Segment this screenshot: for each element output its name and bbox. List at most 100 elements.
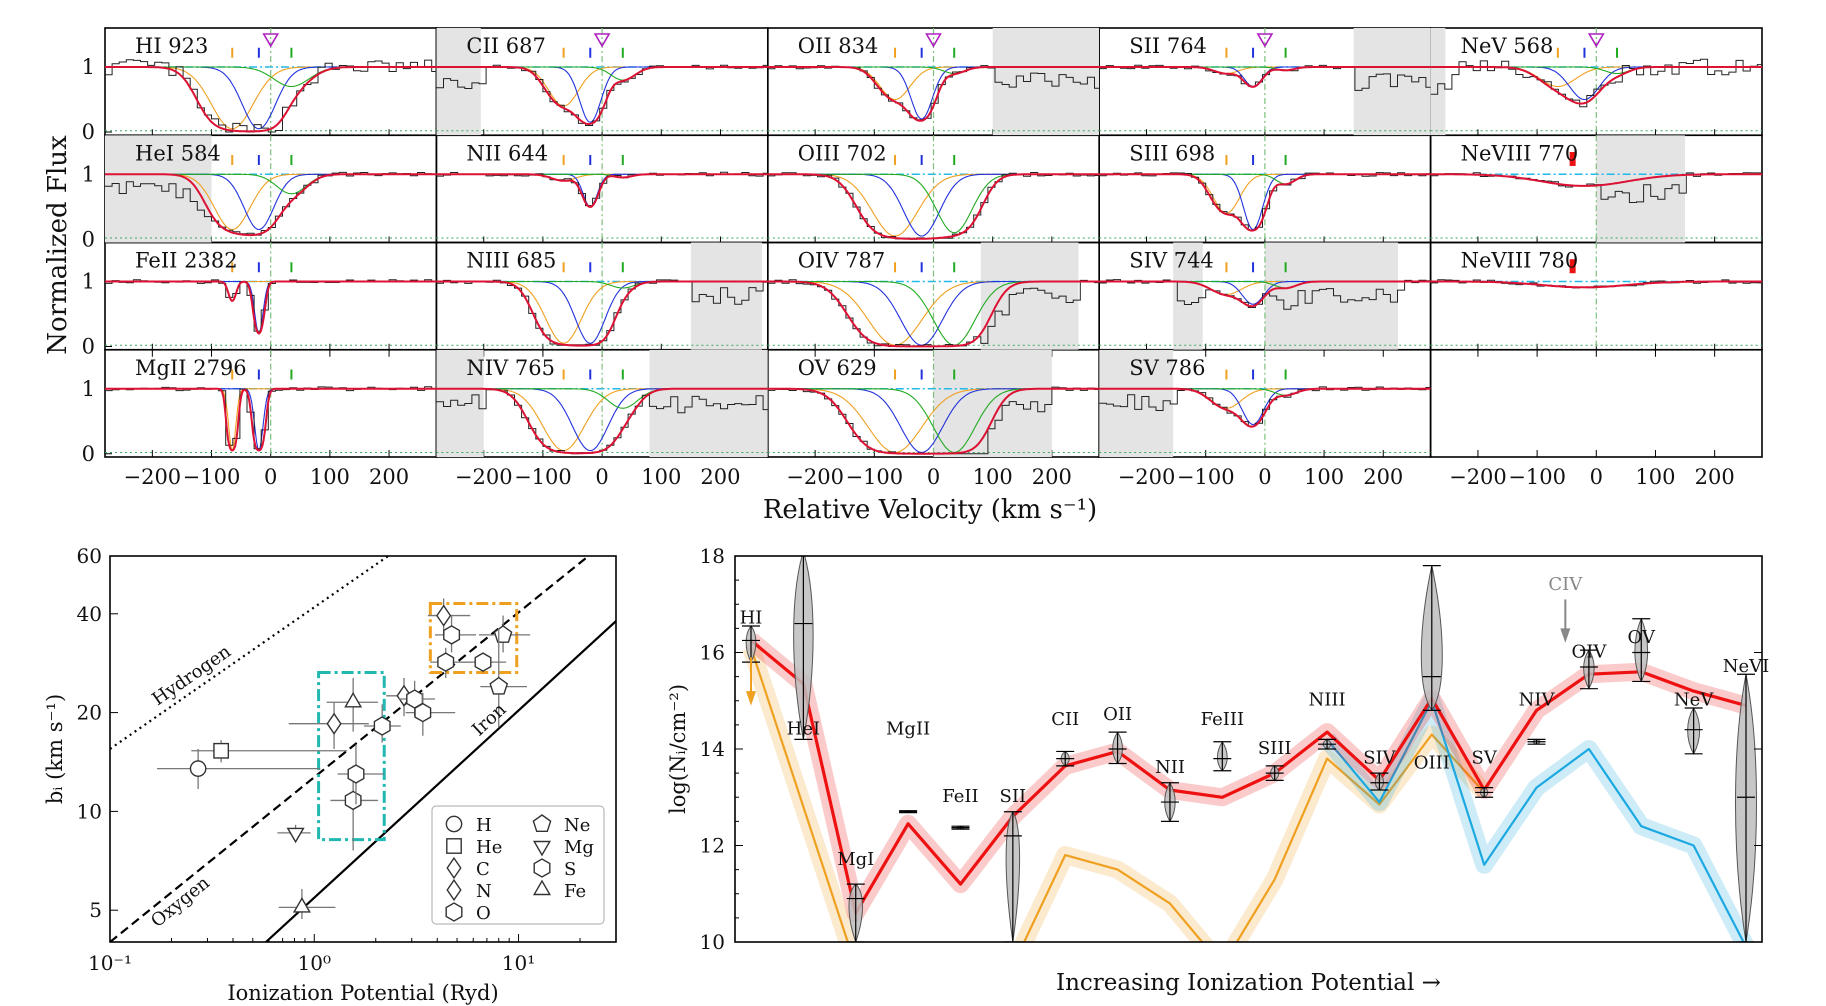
x-tick-label: 10⁰ — [298, 951, 331, 975]
line-panel: NeVIII 770 — [1430, 135, 1762, 243]
flux-histogram — [1099, 172, 1431, 231]
panel-label: OV 629 — [798, 356, 877, 380]
model-line — [1326, 699, 1745, 942]
line-panel: NII 644 — [436, 135, 768, 243]
y-tick-label: 0 — [82, 442, 95, 466]
data-point — [344, 691, 363, 708]
line-panel: OII 834 — [767, 28, 1100, 136]
x-tick-label: 200 — [1032, 465, 1072, 489]
triangle-marker — [925, 33, 942, 48]
model-profile — [1430, 66, 1762, 105]
panel-label: OIII 702 — [798, 141, 887, 165]
x-tick-label: 10⁻¹ — [88, 951, 132, 975]
doppler-scatter-chart: Hydrogen Oxygen Iron 10⁻¹ 10⁰ 10¹ 5 10 20 40 60 Ion… — [43, 544, 617, 1005]
column-density-chart: HI HeI MgI MgII FeII SII CII OII NII FeIII SIII NII… — [666, 544, 1769, 996]
panel-label: HeI 584 — [135, 141, 221, 165]
flux-histogram — [436, 171, 768, 207]
component-profile — [105, 66, 437, 88]
panel-content — [1430, 242, 1762, 350]
ion-label: NIII — [1309, 690, 1346, 711]
panel-label: SIII 698 — [1129, 141, 1215, 165]
line-panel: SIV 744 — [1099, 242, 1431, 350]
ion-label: OIV — [1571, 641, 1607, 662]
line-panel: MgII 2796 — [105, 349, 437, 457]
masked-region — [690, 242, 762, 350]
ion-label: CII — [1051, 709, 1079, 730]
data-point — [326, 712, 342, 735]
selection-box — [317, 670, 386, 842]
panel-label: OIV 787 — [798, 249, 885, 273]
panel-frame — [1429, 348, 1763, 458]
panel-content — [436, 135, 768, 243]
component-marker — [1569, 151, 1576, 166]
ion-label: SV — [1471, 747, 1497, 768]
legend-marker — [445, 815, 463, 833]
ion-label: SIV — [1363, 747, 1396, 768]
panel-content — [1099, 135, 1431, 243]
panel-content — [436, 349, 768, 457]
x-tick-label: 100 — [973, 465, 1013, 489]
y-tick-label: 40 — [77, 602, 102, 626]
legend-label: Fe — [564, 881, 586, 902]
y-tick-label: 1 — [82, 162, 95, 186]
model-line — [749, 639, 1747, 915]
legend-label: He — [476, 837, 502, 858]
flux-histogram — [436, 279, 768, 346]
selection-box — [428, 601, 519, 674]
panel-content — [105, 135, 437, 243]
x-tick-label: 200 — [369, 465, 409, 489]
legend-marker — [446, 878, 462, 902]
model-profile — [105, 66, 437, 133]
line-panel: SV 786 — [1099, 349, 1431, 457]
model-profile — [1430, 280, 1762, 289]
line-panel: NeVIII 780 — [1430, 242, 1762, 350]
ion-label: NIV — [1519, 690, 1556, 711]
x-axis-label: Ionization Potential (Ryd) — [227, 981, 498, 1005]
legend-marker — [533, 858, 551, 878]
panel-label: OII 834 — [798, 34, 879, 58]
masked-region — [649, 349, 768, 457]
model-profile — [1099, 66, 1431, 88]
panel-content — [1099, 349, 1431, 457]
flux-histogram — [105, 279, 437, 332]
ion-label: HI — [740, 608, 763, 629]
y-tick-label: 0 — [82, 227, 95, 251]
data-point — [347, 764, 365, 784]
y-tick-label: 1 — [82, 377, 95, 401]
panel-label: NIII 685 — [466, 249, 556, 273]
model-profile — [436, 387, 768, 455]
x-axis-label: Increasing Ionization Potential → — [1056, 970, 1441, 996]
civ-label: CIV — [1548, 574, 1583, 595]
ion-label: OV — [1628, 627, 1656, 648]
x-tick-label: 0 — [1590, 465, 1603, 489]
x-tick-label: −100 — [1177, 465, 1235, 489]
panel-content — [436, 242, 768, 350]
x-tick-label: 0 — [264, 465, 277, 489]
x-tick-label: −100 — [514, 465, 572, 489]
x-tick-label: 200 — [1695, 465, 1735, 489]
data-point — [292, 897, 311, 913]
model-profile — [105, 387, 437, 452]
ion-label: NeV — [1674, 690, 1714, 711]
panel-label: NeV 568 — [1461, 34, 1554, 58]
density-plot-area — [742, 556, 1757, 942]
line-panel: OIII 702 — [767, 135, 1100, 243]
line-panel: OIV 787 — [767, 242, 1100, 350]
x-tick-label: 100 — [1635, 465, 1675, 489]
model-profile — [436, 173, 768, 209]
y-axis-label: bᵢ (km s⁻¹) — [43, 694, 67, 804]
masked-region — [1264, 242, 1399, 350]
line-panel: NIII 685 — [436, 242, 768, 350]
scatter-plot-area — [110, 556, 616, 942]
flux-histogram — [436, 64, 768, 126]
ion-label: OIII — [1414, 752, 1450, 773]
y-tick-label: 20 — [77, 701, 102, 725]
y-tick-label: 1 — [82, 270, 95, 294]
x-tick-label: −100 — [845, 465, 903, 489]
x-tick-label: 200 — [700, 465, 740, 489]
triangle-marker — [593, 33, 611, 48]
x-tick-label: 0 — [927, 465, 940, 489]
data-point — [213, 742, 230, 759]
